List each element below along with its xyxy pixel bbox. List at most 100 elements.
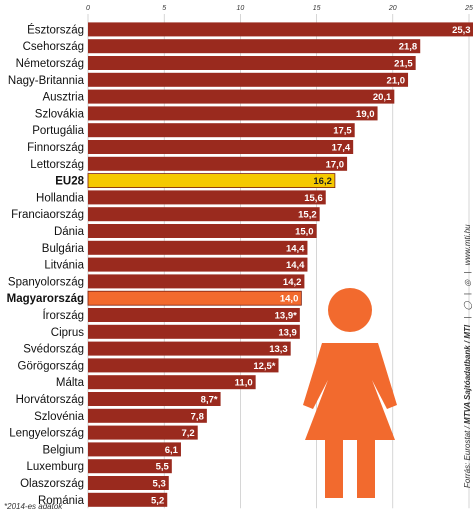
bar [87, 173, 336, 189]
footnote: *2014-es adatok [4, 502, 63, 511]
x-tick-label: 25 [464, 5, 473, 12]
x-tick-label: 5 [162, 5, 166, 12]
figure-body [303, 343, 397, 440]
value-label: 14,4 [286, 260, 305, 271]
category-label: Bulgária [42, 243, 85, 255]
bar [88, 274, 305, 289]
category-label: Hollandia [36, 192, 85, 204]
category-label: Görögország [18, 360, 84, 372]
value-label: 13,3 [269, 344, 288, 355]
value-label: 17,0 [326, 159, 345, 170]
bar [88, 22, 473, 37]
value-label: 15,0 [295, 227, 314, 238]
bar [88, 341, 291, 356]
bar [88, 72, 409, 87]
bar [88, 308, 300, 322]
category-label: Horvátország [16, 394, 84, 406]
category-label: Dánia [54, 226, 85, 238]
value-label: 14,0 [280, 294, 299, 305]
category-label: Lengyelország [9, 428, 84, 440]
value-label: 16,2 [313, 176, 332, 187]
figure-left-leg [325, 438, 343, 498]
bar [88, 375, 256, 390]
mti-logo-icon: ◎ [463, 279, 472, 287]
bar [88, 358, 279, 373]
category-label: Olaszország [20, 478, 84, 490]
bar [88, 459, 172, 474]
value-label: 14,4 [286, 243, 305, 254]
value-label: 17,4 [332, 143, 351, 154]
bar [88, 106, 378, 121]
x-tick-label: 20 [388, 5, 397, 12]
mtva-logo-icon: ◯ [463, 301, 472, 311]
x-tick-label: 10 [237, 5, 245, 12]
woman-figure-icon [303, 288, 397, 498]
value-label: 15,6 [304, 193, 323, 204]
value-label: 17,5 [333, 126, 352, 137]
category-label: Franciaország [11, 209, 84, 221]
category-label: Litvánia [44, 260, 84, 272]
value-label: 13,9 [278, 327, 297, 338]
bar [88, 240, 308, 255]
bar [88, 56, 416, 70]
separator: | [463, 316, 472, 319]
category-label: Belgium [42, 444, 84, 456]
source-credit: Forrás: Eurostat / MTVA Sajtóadatbank / … [463, 224, 472, 488]
category-label: Málta [56, 377, 85, 389]
value-label: 12,5* [253, 361, 275, 372]
value-label: 14,2 [283, 277, 302, 288]
value-label: 19,0 [356, 109, 375, 120]
category-label: Spanyolország [8, 276, 84, 288]
bar [88, 156, 348, 171]
source-prefix: Forrás: Eurostat / [463, 426, 472, 488]
bar [88, 39, 421, 54]
value-label: 21,0 [387, 75, 406, 86]
category-label: Írország [42, 309, 84, 322]
category-label: Magyarország [7, 293, 84, 305]
category-label: Ausztria [42, 92, 84, 104]
value-label: 7,8 [191, 411, 204, 422]
figure-right-leg [357, 438, 375, 498]
bar [88, 123, 355, 138]
category-label: Luxemburg [26, 461, 84, 473]
category-label: Svédország [23, 344, 84, 356]
value-label: 15,2 [298, 210, 317, 221]
category-label: EU28 [55, 176, 84, 188]
value-label: 13,9* [275, 311, 297, 322]
bar [88, 190, 326, 205]
bar [88, 224, 317, 238]
category-label: Nagy-Britannia [8, 75, 85, 87]
figure-head [328, 288, 372, 332]
bar [88, 207, 320, 222]
value-label: 25,3 [452, 25, 471, 36]
category-label: Ciprus [51, 327, 84, 339]
x-tick-label: 15 [313, 5, 321, 12]
bars [87, 22, 473, 507]
bar [87, 290, 302, 306]
separator: | [463, 293, 472, 296]
x-tick-label: 0 [86, 5, 90, 12]
value-label: 20,1 [373, 92, 392, 103]
value-label: 21,8 [399, 42, 418, 53]
bar [88, 257, 308, 272]
value-label: 11,0 [235, 378, 253, 389]
category-label: Portugália [32, 125, 84, 137]
source-url: www.mti.hu [463, 224, 472, 266]
category-label: Németország [16, 58, 84, 70]
category-label: Szlovákia [35, 108, 85, 120]
bar [88, 492, 168, 507]
value-label: 7,2 [182, 428, 195, 439]
bar [88, 442, 181, 457]
category-label: Románia [38, 495, 85, 507]
category-label: Szlovénia [34, 411, 84, 423]
bar [88, 408, 207, 423]
x-tick-labels: 0 5 10 15 20 25 [86, 5, 473, 12]
bar [88, 89, 395, 104]
bar [88, 425, 198, 440]
value-label: 5,5 [156, 462, 170, 473]
separator: | [463, 271, 472, 274]
value-labels: 25,3 21,8 21,5 21,0 20,1 19,0 17,5 17,4 17,0 16,2… [151, 25, 471, 506]
bar [88, 140, 354, 154]
value-label: 5,3 [153, 479, 166, 490]
